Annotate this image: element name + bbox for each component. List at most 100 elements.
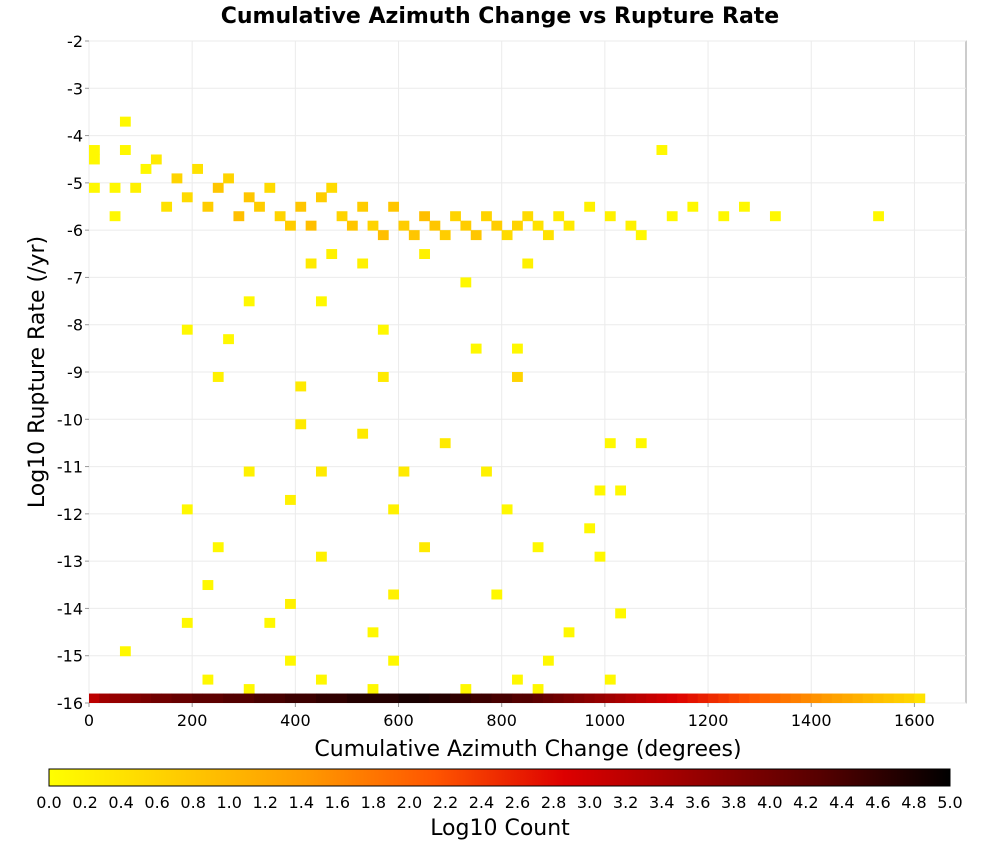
heatmap-cell xyxy=(202,201,214,212)
y-tick-label: -9 xyxy=(67,363,83,382)
heatmap-cell xyxy=(594,485,606,496)
heatmap-cell-bottom-row xyxy=(429,693,441,703)
heatmap-cell xyxy=(604,438,616,449)
heatmap-cell xyxy=(388,589,400,600)
heatmap-cell-bottom-row xyxy=(367,693,379,703)
heatmap-cell xyxy=(594,551,606,562)
heatmap-cell xyxy=(181,192,193,203)
colorbar-tick-label: 0.0 xyxy=(36,793,61,812)
heatmap-cell xyxy=(243,192,255,203)
x-tick-label: 400 xyxy=(280,711,311,730)
heatmap-cell xyxy=(615,485,627,496)
heatmap-cell-bottom-row xyxy=(481,693,492,703)
heatmap-cell xyxy=(285,655,296,666)
heatmap-cell-bottom-row xyxy=(336,693,348,703)
heatmap-cell xyxy=(522,211,534,222)
heatmap-cell xyxy=(398,466,410,477)
colorbar-tick-label: 5.0 xyxy=(937,793,962,812)
heatmap-cell-bottom-row xyxy=(99,693,111,703)
colorbar-tick-label: 3.4 xyxy=(649,793,674,812)
heatmap-cell xyxy=(357,428,369,439)
y-tick-label: -5 xyxy=(67,174,83,193)
heatmap-cell xyxy=(460,684,472,695)
heatmap-cell-bottom-row xyxy=(873,693,884,703)
y-tick-label: -13 xyxy=(57,552,83,571)
y-tick-label: -14 xyxy=(57,599,83,618)
colorbar-tick-label: 4.6 xyxy=(865,793,890,812)
heatmap-cell-bottom-row xyxy=(625,693,637,703)
heatmap-cell xyxy=(501,504,513,515)
y-tick-label: -11 xyxy=(57,458,83,477)
heatmap-cell-bottom-row xyxy=(852,693,864,703)
colorbar-tick-label: 1.0 xyxy=(216,793,241,812)
heatmap-cell xyxy=(481,466,492,477)
heatmap-cell xyxy=(233,211,245,222)
heatmap-cell-bottom-row xyxy=(181,693,193,703)
heatmap-cell xyxy=(873,211,884,222)
y-tick-label: -4 xyxy=(67,127,83,146)
heatmap-cell xyxy=(357,201,369,212)
heatmap-cell xyxy=(264,182,276,193)
heatmap-cell xyxy=(419,211,430,222)
heatmap-cell xyxy=(285,598,296,609)
heatmap-cell-bottom-row xyxy=(718,693,730,703)
heatmap-cell-bottom-row xyxy=(161,693,173,703)
heatmap-cell xyxy=(254,201,265,212)
heatmap-cell xyxy=(243,296,255,307)
heatmap-cell xyxy=(243,684,255,695)
heatmap-cell-bottom-row xyxy=(656,693,668,703)
heatmap-cell-bottom-row xyxy=(646,693,657,703)
heatmap-cell xyxy=(604,674,616,685)
heatmap-cell xyxy=(295,201,307,212)
heatmap-cell-bottom-row xyxy=(315,693,327,703)
colorbar-tick-label: 4.8 xyxy=(901,793,926,812)
heatmap-cell xyxy=(274,211,286,222)
heatmap-cell-bottom-row xyxy=(615,693,627,703)
heatmap-cell xyxy=(512,372,523,382)
heatmap-cell-bottom-row xyxy=(264,693,276,703)
heatmap-cell-bottom-row xyxy=(862,693,874,703)
colorbar-tick-label: 4.0 xyxy=(757,793,782,812)
heatmap-cell xyxy=(202,674,214,685)
heatmap-cell xyxy=(119,646,131,657)
heatmap-cell xyxy=(295,381,307,392)
colorbar-tick-label: 4.4 xyxy=(829,793,854,812)
heatmap-cell xyxy=(501,230,513,241)
heatmap-cell-bottom-row xyxy=(739,693,750,703)
heatmap-cell xyxy=(285,494,296,505)
heatmap-cell xyxy=(140,163,152,174)
heatmap-cell xyxy=(181,504,193,515)
colorbar-tick-label: 0.4 xyxy=(108,793,133,812)
heatmap-cell xyxy=(315,466,327,477)
heatmap-cell-bottom-row xyxy=(893,693,905,703)
heatmap-cell xyxy=(563,627,575,638)
heatmap-cell-bottom-row xyxy=(584,693,596,703)
heatmap-cell xyxy=(604,211,616,222)
heatmap-cell-bottom-row xyxy=(419,693,430,703)
heatmap-cell-bottom-row xyxy=(563,693,575,703)
heatmap-cell-bottom-row xyxy=(305,693,317,703)
heatmap-cell-bottom-row xyxy=(677,693,688,703)
heatmap-cell-bottom-row xyxy=(192,693,203,703)
heatmap-cell xyxy=(419,249,430,260)
heatmap-cell xyxy=(635,438,647,449)
heatmap-cell xyxy=(439,438,451,449)
x-tick-label: 1200 xyxy=(688,711,729,730)
heatmap-cell-bottom-row xyxy=(769,693,781,703)
heatmap-cell xyxy=(687,201,699,212)
colorbar-tick-label: 0.8 xyxy=(180,793,205,812)
heatmap-cell-bottom-row xyxy=(130,693,142,703)
y-tick-label: -7 xyxy=(67,268,83,287)
heatmap-cell xyxy=(635,230,647,241)
heatmap-cell xyxy=(161,201,173,212)
heatmap-cell xyxy=(243,466,255,477)
heatmap-cell xyxy=(388,504,400,515)
y-tick-label: -15 xyxy=(57,647,83,666)
colorbar-tick-label: 0.6 xyxy=(144,793,169,812)
heatmap-cell-bottom-row xyxy=(89,693,100,703)
heatmap-cell-bottom-row xyxy=(119,693,131,703)
heatmap-cell xyxy=(336,211,348,222)
heatmap-cell xyxy=(295,419,307,430)
heatmap-cell-bottom-row xyxy=(439,693,451,703)
heatmap-cell xyxy=(315,674,327,685)
